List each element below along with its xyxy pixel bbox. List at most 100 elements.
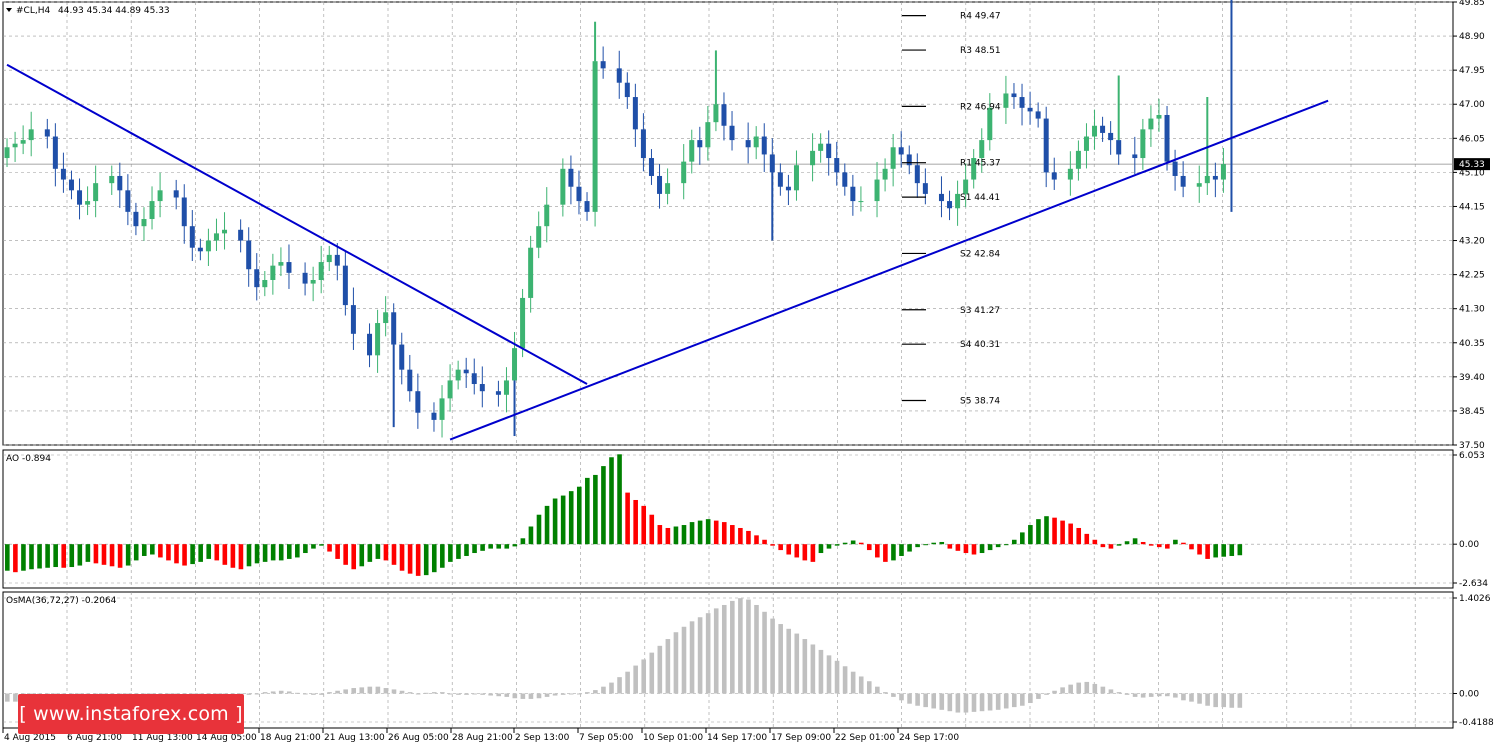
- osma-bar: [738, 598, 743, 694]
- ao-bar: [818, 544, 824, 554]
- candle-body: [785, 186, 791, 191]
- ao-bar: [689, 522, 695, 545]
- osma-bar: [730, 600, 735, 694]
- osma-bar: [488, 693, 493, 696]
- candle-body: [1220, 164, 1226, 180]
- trendlines[interactable]: [6, 63, 1329, 441]
- candle-body: [520, 297, 526, 349]
- candle-body: [729, 125, 735, 141]
- pivot-label: S2 42.84: [960, 249, 1000, 259]
- ao-bar: [875, 544, 880, 558]
- osma-bar: [351, 688, 357, 694]
- osma-bar: [5, 693, 10, 702]
- osma-bar: [512, 693, 518, 699]
- osma-bar: [464, 693, 469, 695]
- candle-body: [471, 373, 477, 385]
- x-tick-label: 2 Sep 13:00: [515, 733, 570, 743]
- candle-body: [310, 279, 316, 284]
- osma-bar: [987, 693, 993, 711]
- ao-bar: [1205, 544, 1210, 559]
- candle-body: [117, 175, 123, 191]
- ao-bar: [697, 520, 703, 545]
- ao-bar: [1140, 541, 1146, 545]
- trendline[interactable]: [6, 63, 588, 385]
- ao-bar: [367, 544, 373, 562]
- candle-body: [874, 179, 880, 202]
- ao-bar: [730, 525, 735, 545]
- ao-bar: [150, 544, 155, 555]
- ao-bar: [907, 544, 912, 552]
- candle-body: [1003, 93, 1009, 108]
- ohlc-readout: 44.93 45.34 44.89 45.33: [58, 6, 170, 16]
- candle-body: [391, 312, 397, 345]
- ao-bar: [262, 544, 268, 562]
- candle-body: [495, 391, 501, 395]
- pivot-label: R1 45.37: [960, 159, 1001, 169]
- candle-body: [528, 247, 534, 298]
- osma-bar: [1189, 693, 1194, 702]
- osma-bar: [1140, 693, 1146, 698]
- osma-bar: [842, 666, 848, 694]
- candle-body: [1100, 125, 1106, 133]
- ao-bar: [520, 538, 526, 545]
- candle-body: [1196, 183, 1202, 187]
- ao-bar: [117, 544, 123, 568]
- ao-bar: [536, 514, 542, 545]
- ao-bar: [1084, 533, 1090, 545]
- pivot-label: S3 41.27: [960, 306, 1000, 316]
- trendline[interactable]: [449, 99, 1329, 441]
- ao-bar: [1237, 544, 1243, 556]
- candle-body: [52, 136, 58, 169]
- candle-body: [342, 265, 348, 306]
- ao-bar: [431, 544, 437, 573]
- candle-body: [826, 143, 832, 159]
- osma-bar: [560, 693, 566, 695]
- ao-bar: [883, 544, 888, 562]
- x-tick-label: 7 Sep 05:00: [579, 733, 634, 743]
- osma-bar: [552, 693, 558, 696]
- y-tick-label: 38.45: [1459, 407, 1485, 417]
- candle-body: [85, 201, 91, 205]
- ao-bar: [1165, 544, 1170, 549]
- osma-bar: [254, 693, 260, 695]
- candle-body: [173, 190, 179, 198]
- x-tick-label: 14 Aug 05:00: [196, 733, 257, 743]
- osma-bar: [593, 690, 598, 694]
- candle-body: [1027, 107, 1033, 112]
- ao-bar: [617, 454, 622, 545]
- ao-bar: [939, 541, 945, 545]
- candle-body: [810, 150, 816, 166]
- y-tick-label: 37.50: [1459, 441, 1485, 451]
- osma-tick-label: -0.4188: [1459, 718, 1494, 728]
- ao-bar: [842, 542, 848, 545]
- candle-body: [383, 312, 389, 324]
- ao-tick-label: -2.634: [1459, 579, 1488, 589]
- ao-bar: [440, 544, 445, 568]
- candle-body: [761, 136, 767, 155]
- ao-bar: [1044, 516, 1049, 545]
- candle-body: [254, 269, 260, 288]
- ao-bar: [29, 544, 34, 570]
- ao-bar: [923, 544, 928, 546]
- osma-bar: [1181, 693, 1186, 701]
- ao-bar: [987, 544, 993, 551]
- ao-bar: [141, 544, 147, 556]
- ao-bar: [979, 544, 985, 554]
- ao-bar: [1011, 539, 1017, 545]
- dropdown-triangle-icon[interactable]: [6, 8, 12, 12]
- osma-bar: [1092, 683, 1098, 694]
- x-tick-label: 18 Aug 21:00: [260, 733, 321, 743]
- ao-bar: [568, 491, 574, 545]
- candle-body: [560, 168, 566, 205]
- osma-bar: [955, 693, 961, 713]
- osma-bar: [697, 617, 703, 694]
- ao-bar: [955, 544, 961, 551]
- candle-body: [238, 229, 244, 241]
- osma-bar: [1036, 693, 1041, 699]
- osma-bar: [866, 681, 872, 694]
- candle-body: [262, 279, 268, 288]
- y-tick-label: 43.20: [1459, 237, 1485, 247]
- ao-bar: [61, 544, 67, 568]
- ao-bar: [77, 544, 83, 566]
